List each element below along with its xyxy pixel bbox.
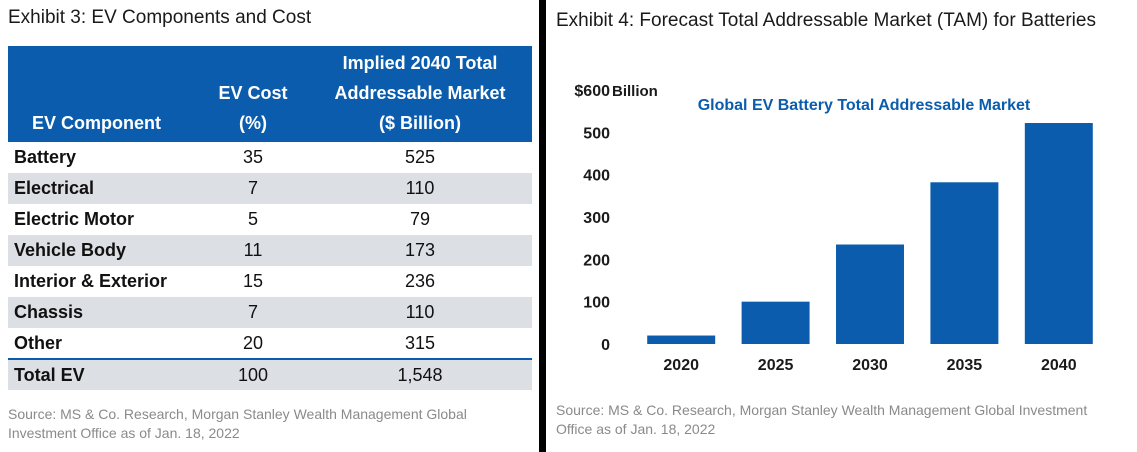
cell-cost: 7: [198, 297, 308, 328]
chart-subtitle: Global EV Battery Total Addressable Mark…: [698, 97, 1031, 114]
table-row: Electrical 7 110: [8, 173, 532, 204]
cell-tam: 1,548: [308, 358, 532, 390]
header-line: EV Component: [32, 113, 161, 133]
ev-components-table: EV Component EV Cost (%) Implied 2040 Tot…: [8, 46, 532, 390]
y-tick-label: 100: [583, 295, 610, 312]
exhibit-3-source: Source: MS & Co. Research, Morgan Stanle…: [8, 406, 467, 441]
table-row: Battery 35 525: [8, 142, 532, 173]
header-line: EV Cost: [218, 83, 288, 103]
bar-2040: [1024, 123, 1093, 344]
header-implied-tam: Implied 2040 Total Addressable Market ($ B…: [308, 46, 532, 142]
cell-cost: 11: [198, 235, 308, 266]
header-ev-component: EV Component: [8, 46, 198, 142]
cell-cost: 7: [198, 173, 308, 204]
header-line: Addressable Market: [334, 83, 506, 103]
cell-tam: 525: [404, 147, 436, 167]
cell-cost: 100: [198, 358, 308, 390]
bar-2030: [836, 244, 904, 344]
cell-component: Electric Motor: [14, 209, 135, 229]
cell-component: Battery: [14, 147, 77, 167]
cell-cost: 35: [242, 147, 264, 167]
y-tick-label: 200: [583, 252, 610, 269]
table-row: Interior & Exterior 15 236: [8, 266, 532, 297]
bars: [647, 123, 1093, 344]
table-row: Other 20 315: [8, 328, 532, 359]
x-axis-ticks: 2020 2025 2030 2035 2040: [663, 357, 1076, 374]
exhibit-4-title: Exhibit 4: Forecast Total Addressable Ma…: [556, 10, 1096, 31]
table-header-row: EV Component EV Cost (%) Implied 2040 Tot…: [8, 46, 532, 142]
cell-component: Vehicle Body: [8, 235, 198, 266]
y-tick-label: $600: [574, 83, 610, 100]
header-line: (%): [239, 113, 267, 133]
cell-cost: 5: [247, 209, 258, 229]
table-row: Chassis 7 110: [8, 297, 532, 328]
cell-component: Electrical: [8, 173, 198, 204]
table-row: Electric Motor 5 79: [8, 204, 532, 235]
bar-2035: [930, 182, 999, 344]
header-line: ($ Billion): [379, 113, 461, 133]
table-row-total: Total EV 100 1,548: [8, 358, 532, 390]
cell-tam: 110: [308, 297, 532, 328]
cell-component: Chassis: [8, 297, 198, 328]
x-tick-label: 2025: [758, 357, 794, 374]
battery-tam-bar-chart: Global EV Battery Total Addressable Mark…: [574, 83, 1093, 374]
exhibit-4-panel: Exhibit 4: Forecast Total Addressable Ma…: [546, 0, 1137, 452]
cell-tam: 173: [308, 235, 532, 266]
x-tick-label: 2020: [663, 357, 699, 374]
cell-tam: 236: [404, 271, 436, 291]
exhibit-3-title: Exhibit 3: EV Components and Cost: [8, 7, 312, 28]
exhibit-3-panel: Exhibit 3: EV Components and Cost EV Com…: [0, 0, 539, 452]
y-tick-label: 0: [601, 337, 610, 354]
y-tick-label: 300: [583, 210, 610, 227]
cell-cost: 20: [242, 332, 264, 353]
cell-tam: 315: [404, 332, 436, 353]
exhibit-4-source: Source: MS & Co. Research, Morgan Stanle…: [556, 402, 1088, 437]
y-tick-label: 500: [583, 125, 610, 142]
cell-component: Interior & Exterior: [14, 271, 168, 291]
table-row: Vehicle Body 11 173: [8, 235, 532, 266]
y-tick-label: 400: [583, 168, 610, 185]
header-ev-cost: EV Cost (%): [198, 46, 308, 142]
cell-component: Other: [14, 332, 63, 353]
x-tick-label: 2040: [1041, 357, 1077, 374]
bar-2025: [741, 301, 810, 344]
header-line: Implied 2040 Total: [342, 53, 498, 73]
bar-2020: [647, 335, 716, 344]
cell-component: Total EV: [8, 358, 198, 390]
x-tick-label: 2030: [852, 357, 888, 374]
y-axis-unit-label: Billion: [612, 83, 658, 100]
cell-cost: 15: [242, 271, 264, 291]
cell-tam: 79: [409, 209, 431, 229]
y-axis-ticks: 0 100 200 300 400 500 $600: [574, 83, 610, 354]
cell-tam: 110: [308, 173, 532, 204]
x-tick-label: 2035: [947, 357, 983, 374]
